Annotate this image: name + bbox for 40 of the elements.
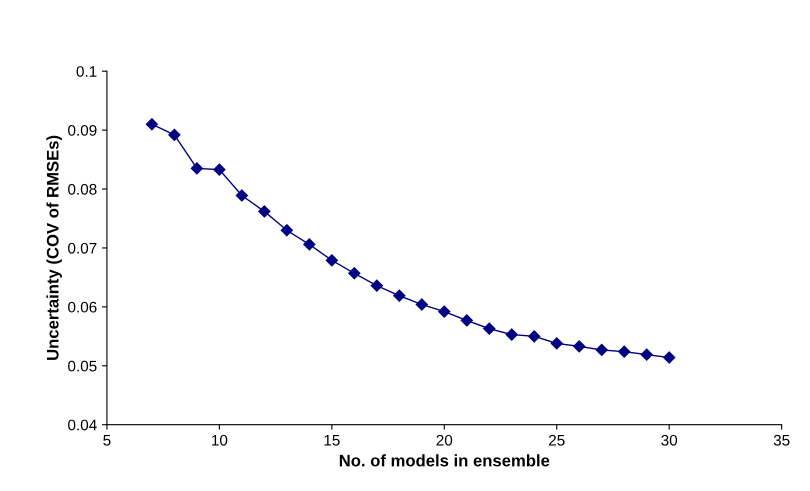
point xyxy=(213,163,226,176)
point xyxy=(460,314,473,327)
point xyxy=(393,290,406,302)
point xyxy=(550,337,563,350)
y-tick-label: 0.1 xyxy=(76,66,96,77)
y-tick-label: 0.09 xyxy=(68,124,96,136)
y-tick-label: 0.07 xyxy=(68,242,96,254)
point xyxy=(663,351,676,364)
y-axis-title: Uncertainty (COV of RMSEs) xyxy=(46,136,62,360)
point xyxy=(416,298,428,311)
x-axis-title: No. of models in ensemble xyxy=(340,454,550,466)
point xyxy=(528,330,540,342)
x-tick-label: 30 xyxy=(661,434,678,446)
point xyxy=(280,224,293,236)
point xyxy=(258,205,270,218)
point xyxy=(348,267,360,280)
x-tick-label: 20 xyxy=(436,434,452,446)
point xyxy=(303,238,316,251)
point xyxy=(326,254,338,266)
point xyxy=(573,340,586,352)
point xyxy=(618,346,630,358)
x-tick-label: 25 xyxy=(549,434,565,446)
x-tick-label: 10 xyxy=(212,434,228,446)
point xyxy=(190,162,203,175)
y-tick-label: 0.04 xyxy=(68,420,97,430)
point xyxy=(438,305,450,318)
point xyxy=(483,322,496,335)
point xyxy=(596,344,608,356)
y-tick-label: 0.08 xyxy=(68,184,97,195)
x-tick-label: 35 xyxy=(774,434,790,446)
x-tick-label: 5 xyxy=(103,435,111,446)
point xyxy=(370,280,383,292)
y-tick-label: 0.06 xyxy=(68,302,97,313)
point xyxy=(146,118,158,130)
point xyxy=(640,348,653,361)
x-tick-label: 15 xyxy=(324,435,340,446)
point xyxy=(168,128,180,141)
point xyxy=(506,328,518,341)
point xyxy=(236,189,248,202)
y-tick-label: 0.05 xyxy=(68,360,97,372)
